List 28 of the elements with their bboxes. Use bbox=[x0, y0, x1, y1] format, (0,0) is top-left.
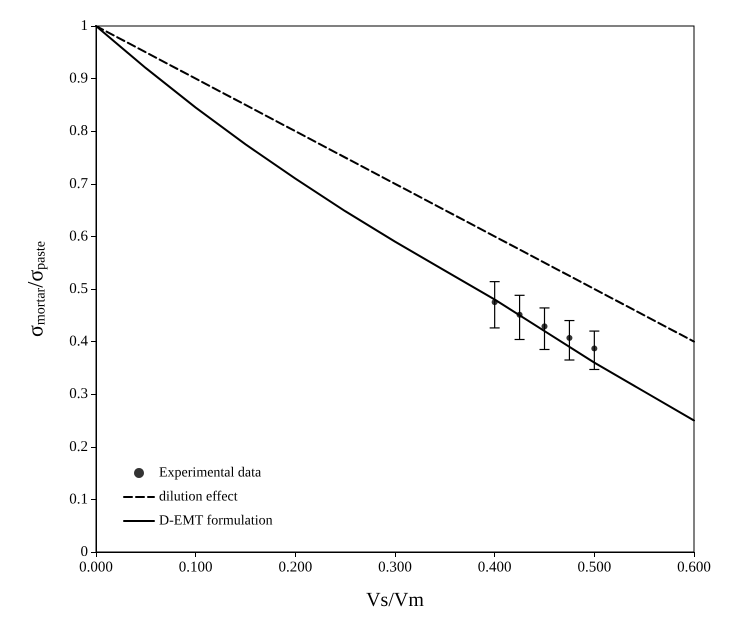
legend-label: dilution effect bbox=[159, 490, 238, 504]
y-tick-label: 0.2 bbox=[69, 438, 88, 455]
x-tick-label: 0.100 bbox=[178, 560, 213, 576]
y-tick-label: 1 bbox=[80, 18, 88, 34]
y-tick-label: 0 bbox=[80, 544, 88, 560]
point bbox=[542, 323, 548, 330]
point bbox=[492, 299, 498, 306]
y-axis-title: σmortar/σpaste bbox=[22, 241, 48, 337]
point bbox=[591, 345, 598, 352]
y-tick-label: 0.5 bbox=[69, 281, 88, 297]
x-axis-title: Vs/Vm bbox=[366, 589, 424, 611]
y-tick-label: 0.3 bbox=[69, 386, 88, 402]
x-tick-label: 0.500 bbox=[577, 560, 612, 576]
y-tick-label: 0.8 bbox=[69, 123, 88, 140]
x-tick-label: 0.000 bbox=[79, 560, 113, 576]
y-tick-label: 0.1 bbox=[69, 491, 88, 508]
point bbox=[516, 312, 523, 318]
x-tick-label: 0.400 bbox=[478, 560, 512, 576]
legend-label: D-EMT formulation bbox=[159, 514, 273, 528]
y-tick-label: 0.9 bbox=[69, 70, 88, 87]
x-tick-label: 0.200 bbox=[278, 560, 312, 576]
y-tick-label: 0.6 bbox=[69, 228, 88, 244]
y-tick-label: 0.7 bbox=[69, 176, 88, 192]
point bbox=[566, 334, 572, 341]
x-tick-label: 0.600 bbox=[677, 560, 711, 576]
x-tick-label: 0.300 bbox=[378, 560, 412, 576]
y-tick-label: 0.4 bbox=[69, 334, 88, 350]
legend-label: Experimental data bbox=[159, 466, 262, 480]
